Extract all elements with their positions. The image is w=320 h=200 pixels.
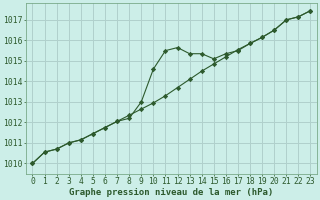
X-axis label: Graphe pression niveau de la mer (hPa): Graphe pression niveau de la mer (hPa) — [69, 188, 274, 197]
